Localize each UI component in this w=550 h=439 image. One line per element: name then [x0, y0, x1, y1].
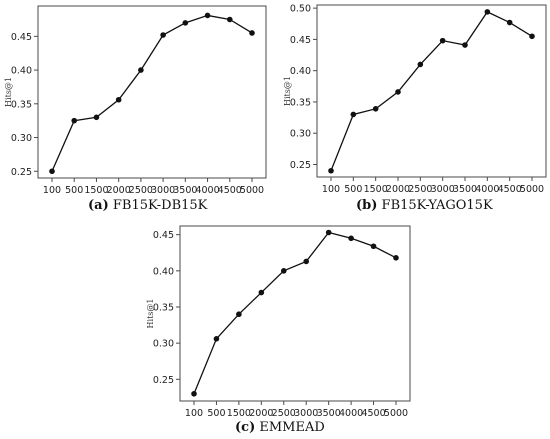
- x-tick-label-b-0: 100: [322, 184, 340, 195]
- plot-frame-c: [179, 225, 411, 402]
- caption-a-text: FB15K-DB15K: [112, 198, 208, 213]
- y-tick-label-b-1: 0.30: [290, 129, 311, 140]
- x-tick-label-c-4: 2500: [272, 408, 296, 419]
- y-tick-label-c-4: 0.45: [153, 230, 174, 241]
- x-tick-label-c-8: 4500: [361, 408, 385, 419]
- y-tick-label-a-2: 0.35: [11, 99, 32, 110]
- data-point-a-1: [71, 117, 78, 124]
- x-tick-label-c-9: 5000: [384, 408, 408, 419]
- caption-c-label: (c): [235, 420, 256, 435]
- x-tick-label-a-6: 3500: [173, 185, 197, 196]
- data-point-a-7: [204, 12, 211, 19]
- x-tick-label-b-6: 3500: [453, 184, 477, 195]
- data-point-b-8: [506, 19, 513, 26]
- x-tick-label-b-5: 3000: [431, 184, 455, 195]
- data-point-c-2: [236, 311, 242, 318]
- plot-frame-a: [37, 5, 267, 179]
- x-tick-label-b-4: 2500: [408, 184, 432, 195]
- data-point-b-1: [350, 111, 357, 118]
- y-tick-label-b-0: 0.25: [290, 160, 311, 171]
- caption-a-label: (a): [88, 198, 109, 213]
- data-point-a-2: [93, 114, 100, 121]
- x-tick-label-b-7: 4000: [475, 184, 499, 195]
- data-point-c-8: [370, 243, 377, 250]
- data-point-c-5: [303, 258, 310, 265]
- y-tick-label-a-1: 0.30: [11, 133, 32, 144]
- data-point-c-7: [348, 235, 354, 242]
- data-point-c-3: [258, 289, 265, 296]
- y-tick-label-a-4: 0.45: [11, 32, 32, 43]
- series-line-c: [193, 231, 397, 395]
- data-point-a-8: [226, 16, 233, 23]
- data-point-c-4: [280, 268, 287, 274]
- x-tick-label-a-0: 100: [43, 185, 61, 196]
- y-tick-label-a-0: 0.25: [11, 167, 32, 178]
- y-tick-label-b-5: 0.50: [290, 4, 311, 15]
- x-tick-label-c-0: 100: [185, 408, 203, 419]
- x-tick-label-c-1: 500: [207, 408, 225, 419]
- x-tick-label-c-3: 2000: [249, 408, 273, 419]
- caption-a: (a) FB15K-DB15K: [88, 198, 207, 213]
- y-tick-label-c-3: 0.40: [153, 266, 174, 277]
- data-point-a-5: [160, 32, 166, 38]
- x-tick-label-b-9: 5000: [520, 184, 544, 195]
- caption-b-label: (b): [356, 198, 378, 213]
- y-tick-label-b-3: 0.40: [290, 66, 311, 77]
- series-line-b: [330, 11, 533, 171]
- series-line-a: [51, 14, 253, 172]
- data-point-c-6: [325, 229, 332, 236]
- x-tick-label-b-1: 500: [344, 184, 362, 195]
- data-point-b-0: [328, 167, 334, 174]
- data-point-b-4: [417, 61, 424, 68]
- data-point-a-0: [49, 168, 55, 175]
- caption-c: (c) EMMEAD: [235, 420, 325, 435]
- y-tick-label-c-0: 0.25: [153, 375, 174, 386]
- y-tick-label-c-1: 0.30: [153, 339, 174, 350]
- x-tick-label-a-4: 2500: [129, 185, 153, 196]
- y-tick-label-a-3: 0.40: [11, 66, 32, 77]
- data-point-b-5: [439, 37, 446, 44]
- x-tick-label-a-2: 1500: [84, 185, 108, 196]
- x-tick-label-a-3: 2000: [107, 185, 131, 196]
- caption-b-text: FB15K-YAGO15K: [381, 198, 493, 213]
- y-tick-label-b-2: 0.35: [290, 97, 311, 108]
- data-point-c-1: [213, 336, 220, 342]
- x-tick-label-a-5: 3000: [151, 185, 175, 196]
- y-axis-label-a: Hits@1: [4, 77, 13, 107]
- caption-c-text: EMMEAD: [259, 420, 325, 435]
- x-tick-label-b-8: 4500: [498, 184, 522, 195]
- data-point-c-9: [393, 255, 399, 261]
- plot-frame-b: [316, 4, 547, 178]
- y-axis-label-c: Hits@1: [146, 299, 155, 329]
- caption-b: (b) FB15K-YAGO15K: [356, 198, 493, 213]
- y-tick-label-b-4: 0.45: [290, 35, 311, 46]
- chart-panel-b: 0.25 0.30 0.35 0.40 0.45 0.50 100 500 1500200025…: [283, 4, 547, 195]
- y-axis-label-b: Hits@1: [283, 76, 292, 106]
- data-point-a-9: [249, 30, 255, 36]
- data-point-b-3: [395, 89, 401, 95]
- x-tick-label-c-5: 3000: [294, 408, 318, 419]
- x-tick-label-c-6: 3500: [317, 408, 341, 419]
- chart-panel-a: 0.25 0.30 0.35 0.40 0.45 100 500 15002000250030…: [4, 5, 267, 196]
- data-point-b-6: [462, 42, 468, 48]
- data-point-a-6: [182, 20, 189, 26]
- x-tick-label-c-7: 4000: [339, 408, 363, 419]
- data-point-b-7: [484, 9, 491, 15]
- x-tick-label-a-9: 5000: [240, 185, 264, 196]
- data-point-b-9: [529, 33, 535, 40]
- data-point-b-2: [372, 106, 379, 112]
- x-tick-label-c-2: 1500: [227, 408, 251, 419]
- y-tick-label-c-2: 0.35: [153, 302, 174, 313]
- chart-panel-c: 0.25 0.30 0.35 0.40 0.45 100 500 15002000250030…: [146, 225, 411, 419]
- data-point-a-4: [138, 67, 144, 73]
- x-tick-label-a-1: 500: [65, 185, 83, 196]
- x-tick-label-a-7: 4000: [195, 185, 219, 196]
- x-tick-label-b-3: 2000: [386, 184, 410, 195]
- x-tick-label-b-2: 1500: [364, 184, 388, 195]
- x-tick-label-a-8: 4500: [218, 185, 242, 196]
- data-point-c-0: [191, 390, 197, 397]
- data-point-a-3: [115, 96, 122, 103]
